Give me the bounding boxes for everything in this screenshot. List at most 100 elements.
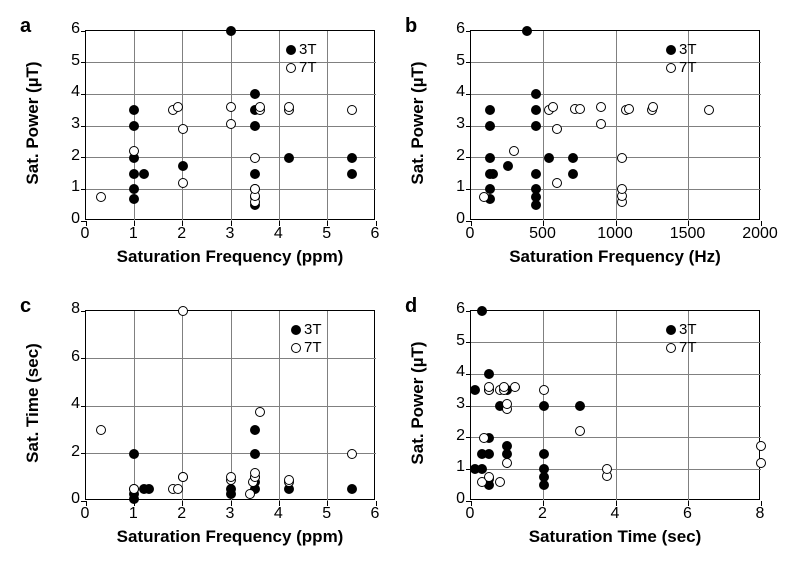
y-tick-label: 6	[45, 20, 80, 38]
point-3t	[568, 169, 578, 179]
point-3t	[226, 484, 236, 494]
y-tick-label: 6	[430, 20, 465, 38]
legend-item: 7T	[286, 59, 317, 76]
panel-d: 3T7T024680123456Saturation Time (sec)Sat…	[470, 310, 760, 500]
panel-label-c: c	[20, 295, 31, 318]
y-tick-label: 3	[430, 395, 465, 413]
tick-mark-y	[466, 406, 471, 407]
point-3t	[488, 169, 498, 179]
tick-mark-y	[81, 311, 86, 312]
point-3t	[485, 105, 495, 115]
point-7t	[173, 102, 183, 112]
gridline-h	[86, 358, 376, 359]
point-7t	[648, 102, 658, 112]
legend-item: 7T	[666, 339, 697, 356]
legend-item: 7T	[291, 339, 322, 356]
point-3t	[129, 121, 139, 131]
x-tick-label: 4	[253, 505, 303, 523]
legend-label: 7T	[299, 59, 317, 76]
gridline-h	[86, 406, 376, 407]
point-7t	[602, 464, 612, 474]
point-7t	[502, 458, 512, 468]
x-tick-label: 6	[350, 225, 400, 243]
tick-mark-y	[466, 311, 471, 312]
point-3t	[129, 169, 139, 179]
point-7t	[226, 472, 236, 482]
legend-item: 7T	[666, 59, 697, 76]
legend-label: 7T	[679, 339, 697, 356]
point-3t	[250, 89, 260, 99]
x-tick-label: 3	[205, 225, 255, 243]
x-axis-label: Saturation Frequency (ppm)	[85, 527, 375, 547]
x-tick-label: 2	[518, 505, 568, 523]
y-tick-label: 0	[430, 490, 465, 508]
y-tick-label: 4	[430, 83, 465, 101]
point-3t	[502, 441, 512, 451]
legend-label: 3T	[679, 41, 697, 58]
x-tick-label: 6	[663, 505, 713, 523]
point-3t	[485, 121, 495, 131]
point-7t	[495, 477, 505, 487]
x-axis-label: Saturation Frequency (ppm)	[85, 247, 375, 267]
panel-c: 3T7T012345602468Saturation Frequency (pp…	[85, 310, 375, 500]
tick-mark-y	[466, 126, 471, 127]
point-3t	[484, 369, 494, 379]
y-tick-label: 5	[45, 52, 80, 70]
point-7t	[226, 119, 236, 129]
point-3t	[129, 194, 139, 204]
y-tick-label: 3	[45, 115, 80, 133]
tick-mark-y	[466, 189, 471, 190]
x-axis-label: Saturation Frequency (Hz)	[470, 247, 760, 267]
point-3t	[250, 121, 260, 131]
plot-area: 3T7T	[85, 30, 375, 220]
y-tick-label: 3	[430, 115, 465, 133]
x-tick-label: 1500	[663, 225, 713, 243]
point-7t	[226, 102, 236, 112]
y-tick-label: 1	[430, 178, 465, 196]
x-tick-label: 1	[108, 225, 158, 243]
y-tick-label: 0	[45, 210, 80, 228]
y-tick-label: 5	[430, 332, 465, 350]
tick-mark-y	[81, 453, 86, 454]
legend-item: 3T	[286, 41, 317, 58]
x-tick-label: 6	[350, 505, 400, 523]
legend-marker-open-icon	[666, 63, 676, 73]
y-tick-label: 2	[45, 443, 80, 461]
point-3t	[575, 401, 585, 411]
x-tick-label: 1000	[590, 225, 640, 243]
y-tick-label: 0	[430, 210, 465, 228]
panel-label-d: d	[405, 295, 417, 318]
x-tick-label: 2	[157, 225, 207, 243]
point-7t	[284, 475, 294, 485]
gridline-h	[471, 374, 761, 375]
y-axis-label: Sat. Power (µT)	[23, 28, 43, 218]
tick-mark-y	[81, 157, 86, 158]
legend-label: 3T	[299, 41, 317, 58]
point-7t	[552, 178, 562, 188]
legend-marker-open-icon	[666, 343, 676, 353]
tick-mark-y	[81, 501, 86, 502]
y-tick-label: 1	[430, 458, 465, 476]
panel-b: 3T7T05001000150020000123456Saturation Fr…	[470, 30, 760, 220]
point-7t	[347, 449, 357, 459]
gridline-h	[471, 406, 761, 407]
tick-mark-y	[466, 157, 471, 158]
point-7t	[178, 306, 188, 316]
tick-mark-y	[81, 406, 86, 407]
point-3t	[544, 153, 554, 163]
point-3t	[503, 161, 513, 171]
gridline-h	[471, 157, 761, 158]
point-7t	[255, 102, 265, 112]
x-tick-label: 4	[253, 225, 303, 243]
panel-label-a: a	[20, 15, 31, 38]
point-3t	[139, 169, 149, 179]
gridline-h	[471, 62, 761, 63]
x-tick-label: 5	[302, 505, 352, 523]
y-tick-label: 0	[45, 490, 80, 508]
legend-marker-filled-icon	[666, 325, 676, 335]
x-tick-label: 1	[108, 505, 158, 523]
point-3t	[477, 306, 487, 316]
point-3t	[531, 89, 541, 99]
legend-item: 3T	[666, 41, 697, 58]
point-3t	[178, 161, 188, 171]
